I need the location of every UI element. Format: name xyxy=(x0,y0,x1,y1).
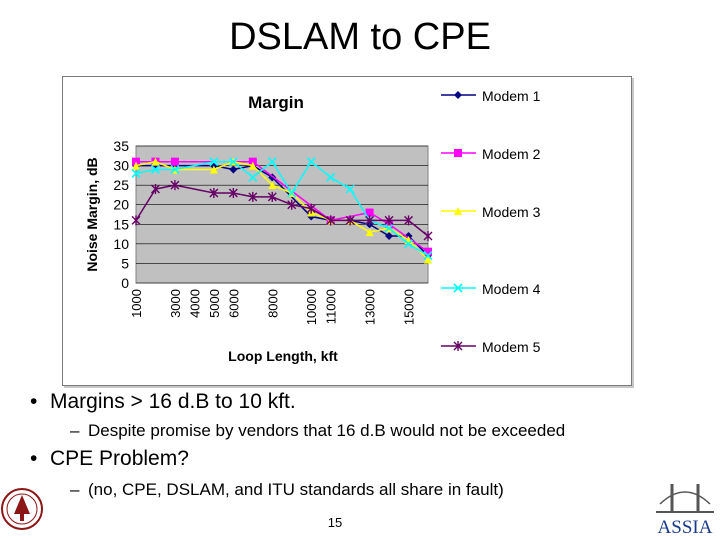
series-modem-5-point xyxy=(326,215,336,226)
subbullet-vendor-promise: – Despite promise by vendors that 16 d.B … xyxy=(70,421,565,441)
legend-modem-5-marker xyxy=(453,341,463,351)
series-modem-4-point xyxy=(248,172,258,182)
bullet-margins-text: Margins > 16 d.B to 10 kft. xyxy=(50,390,296,413)
y-tick-label: 25 xyxy=(113,177,129,193)
bullet-dash: – xyxy=(70,480,80,499)
x-tick-label: 5000 xyxy=(207,289,222,318)
legend-modem-1-label: Modem 1 xyxy=(482,88,541,104)
legend-modem-4-marker xyxy=(453,283,463,293)
chart-frame: 35 30 25 20 15 10 5 0 1000 3000 4000 5000 6000 8000 10… xyxy=(62,76,632,386)
x-tick-label: 3000 xyxy=(168,289,183,318)
series-modem-5-point xyxy=(306,203,316,214)
legend-modem-3-marker xyxy=(454,207,462,215)
assia-logo-text: ASSIA xyxy=(658,517,713,538)
series-modem-5-point xyxy=(404,215,414,226)
y-tick-label: 0 xyxy=(121,275,129,291)
series-modem-5-point xyxy=(209,187,219,198)
series-modem-5-point xyxy=(170,180,180,191)
x-tick-label: 1000 xyxy=(129,289,144,318)
series-modem-4-point xyxy=(209,157,219,167)
series-modem-5-point xyxy=(150,184,160,195)
university-seal-logo xyxy=(1,488,43,530)
y-axis-label: Noise Margin, dB xyxy=(84,157,100,271)
legend-modem-4-label: Modem 4 xyxy=(482,281,541,297)
series-modem-4-point xyxy=(345,184,355,194)
bullet-cpe-problem: • CPE Problem? xyxy=(30,447,189,471)
plot-area xyxy=(135,145,429,284)
legend-modem-5-label: Modem 5 xyxy=(482,339,541,355)
bullet-dash: – xyxy=(70,421,80,440)
x-tick-label: 6000 xyxy=(226,289,241,318)
x-tick-label: 4000 xyxy=(187,289,202,318)
legend-modem-2-label: Modem 2 xyxy=(482,146,541,162)
series-modem-5-point xyxy=(384,215,394,226)
series-modem-1-point xyxy=(229,165,238,174)
series-modem-4-point xyxy=(326,172,336,182)
series-modem-5-point xyxy=(365,215,375,226)
series-modem-3-point xyxy=(365,228,374,237)
series-modem-1-point xyxy=(385,232,394,241)
y-tick-label: 35 xyxy=(113,138,129,154)
assia-bridge-logo: ASSIA xyxy=(656,484,714,538)
y-tick-label: 20 xyxy=(113,197,129,213)
series-modem-3-point xyxy=(209,165,218,174)
chart-title: Margin xyxy=(248,93,304,112)
subbullet-shared-fault-text: (no, CPE, DSLAM, and ITU standards all s… xyxy=(88,480,504,499)
series-modem-4-point xyxy=(150,164,161,175)
series-modem-5-point xyxy=(287,199,297,210)
y-tick-label: 5 xyxy=(121,255,129,271)
series-modem-4-point xyxy=(228,157,238,167)
bullet-margins: • Margins > 16 d.B to 10 kft. xyxy=(30,390,296,414)
legend-box xyxy=(435,79,628,383)
series-modem-5-point xyxy=(248,191,258,202)
series-modem-3-point xyxy=(132,161,140,170)
subbullet-vendor-promise-text: Despite promise by vendors that 16 d.B w… xyxy=(88,421,566,440)
bullet-dot: • xyxy=(30,390,38,413)
series-modem-4-point xyxy=(306,157,316,167)
series-modem-4-point xyxy=(423,251,433,261)
series-modem-2-point xyxy=(424,247,432,256)
x-tick-label: 8000 xyxy=(265,289,280,318)
x-tick-label: 13000 xyxy=(363,289,378,325)
series-modem-2-point xyxy=(365,208,374,217)
page-number: 15 xyxy=(327,515,343,530)
series-modem-3-point xyxy=(424,255,432,264)
y-tick-label: 30 xyxy=(113,158,129,174)
series-modem-4-point xyxy=(384,223,394,233)
series-modem-3-point xyxy=(268,181,277,190)
series-modem-4-point xyxy=(170,164,180,175)
y-tick-label: 10 xyxy=(113,236,129,252)
legend-modem-1-marker xyxy=(454,91,462,99)
series-modem-4-point xyxy=(267,157,277,167)
x-axis-label: Loop Length, kft xyxy=(228,348,338,364)
series-modem-5-point xyxy=(131,215,141,226)
x-tick-label: 11000 xyxy=(324,289,339,324)
series-modem-5-point xyxy=(423,231,433,242)
series-modem-3-point xyxy=(151,157,160,166)
slide-title: DSLAM to CPE xyxy=(229,16,491,58)
y-tick-label: 15 xyxy=(113,216,129,232)
bullet-dot: • xyxy=(30,447,38,470)
bullet-cpe-problem-text: CPE Problem? xyxy=(50,447,189,470)
series-modem-5-point xyxy=(267,191,277,202)
series-modem-4-point xyxy=(403,239,414,249)
subbullet-shared-fault: – (no, CPE, DSLAM, and ITU standards all … xyxy=(70,480,504,500)
series-modem-4-point xyxy=(131,168,141,178)
series-modem-3-point xyxy=(248,161,257,170)
x-tick-label: 15000 xyxy=(402,289,417,325)
legend-modem-2-marker xyxy=(454,149,462,157)
series-modem-5-point xyxy=(228,187,238,198)
series-modem-4-point xyxy=(287,188,297,198)
series-modem-2-point xyxy=(170,157,179,166)
x-tick-label: 10000 xyxy=(304,289,319,325)
legend-modem-3-label: Modem 3 xyxy=(482,204,541,220)
series-modem-5-point xyxy=(345,215,355,226)
